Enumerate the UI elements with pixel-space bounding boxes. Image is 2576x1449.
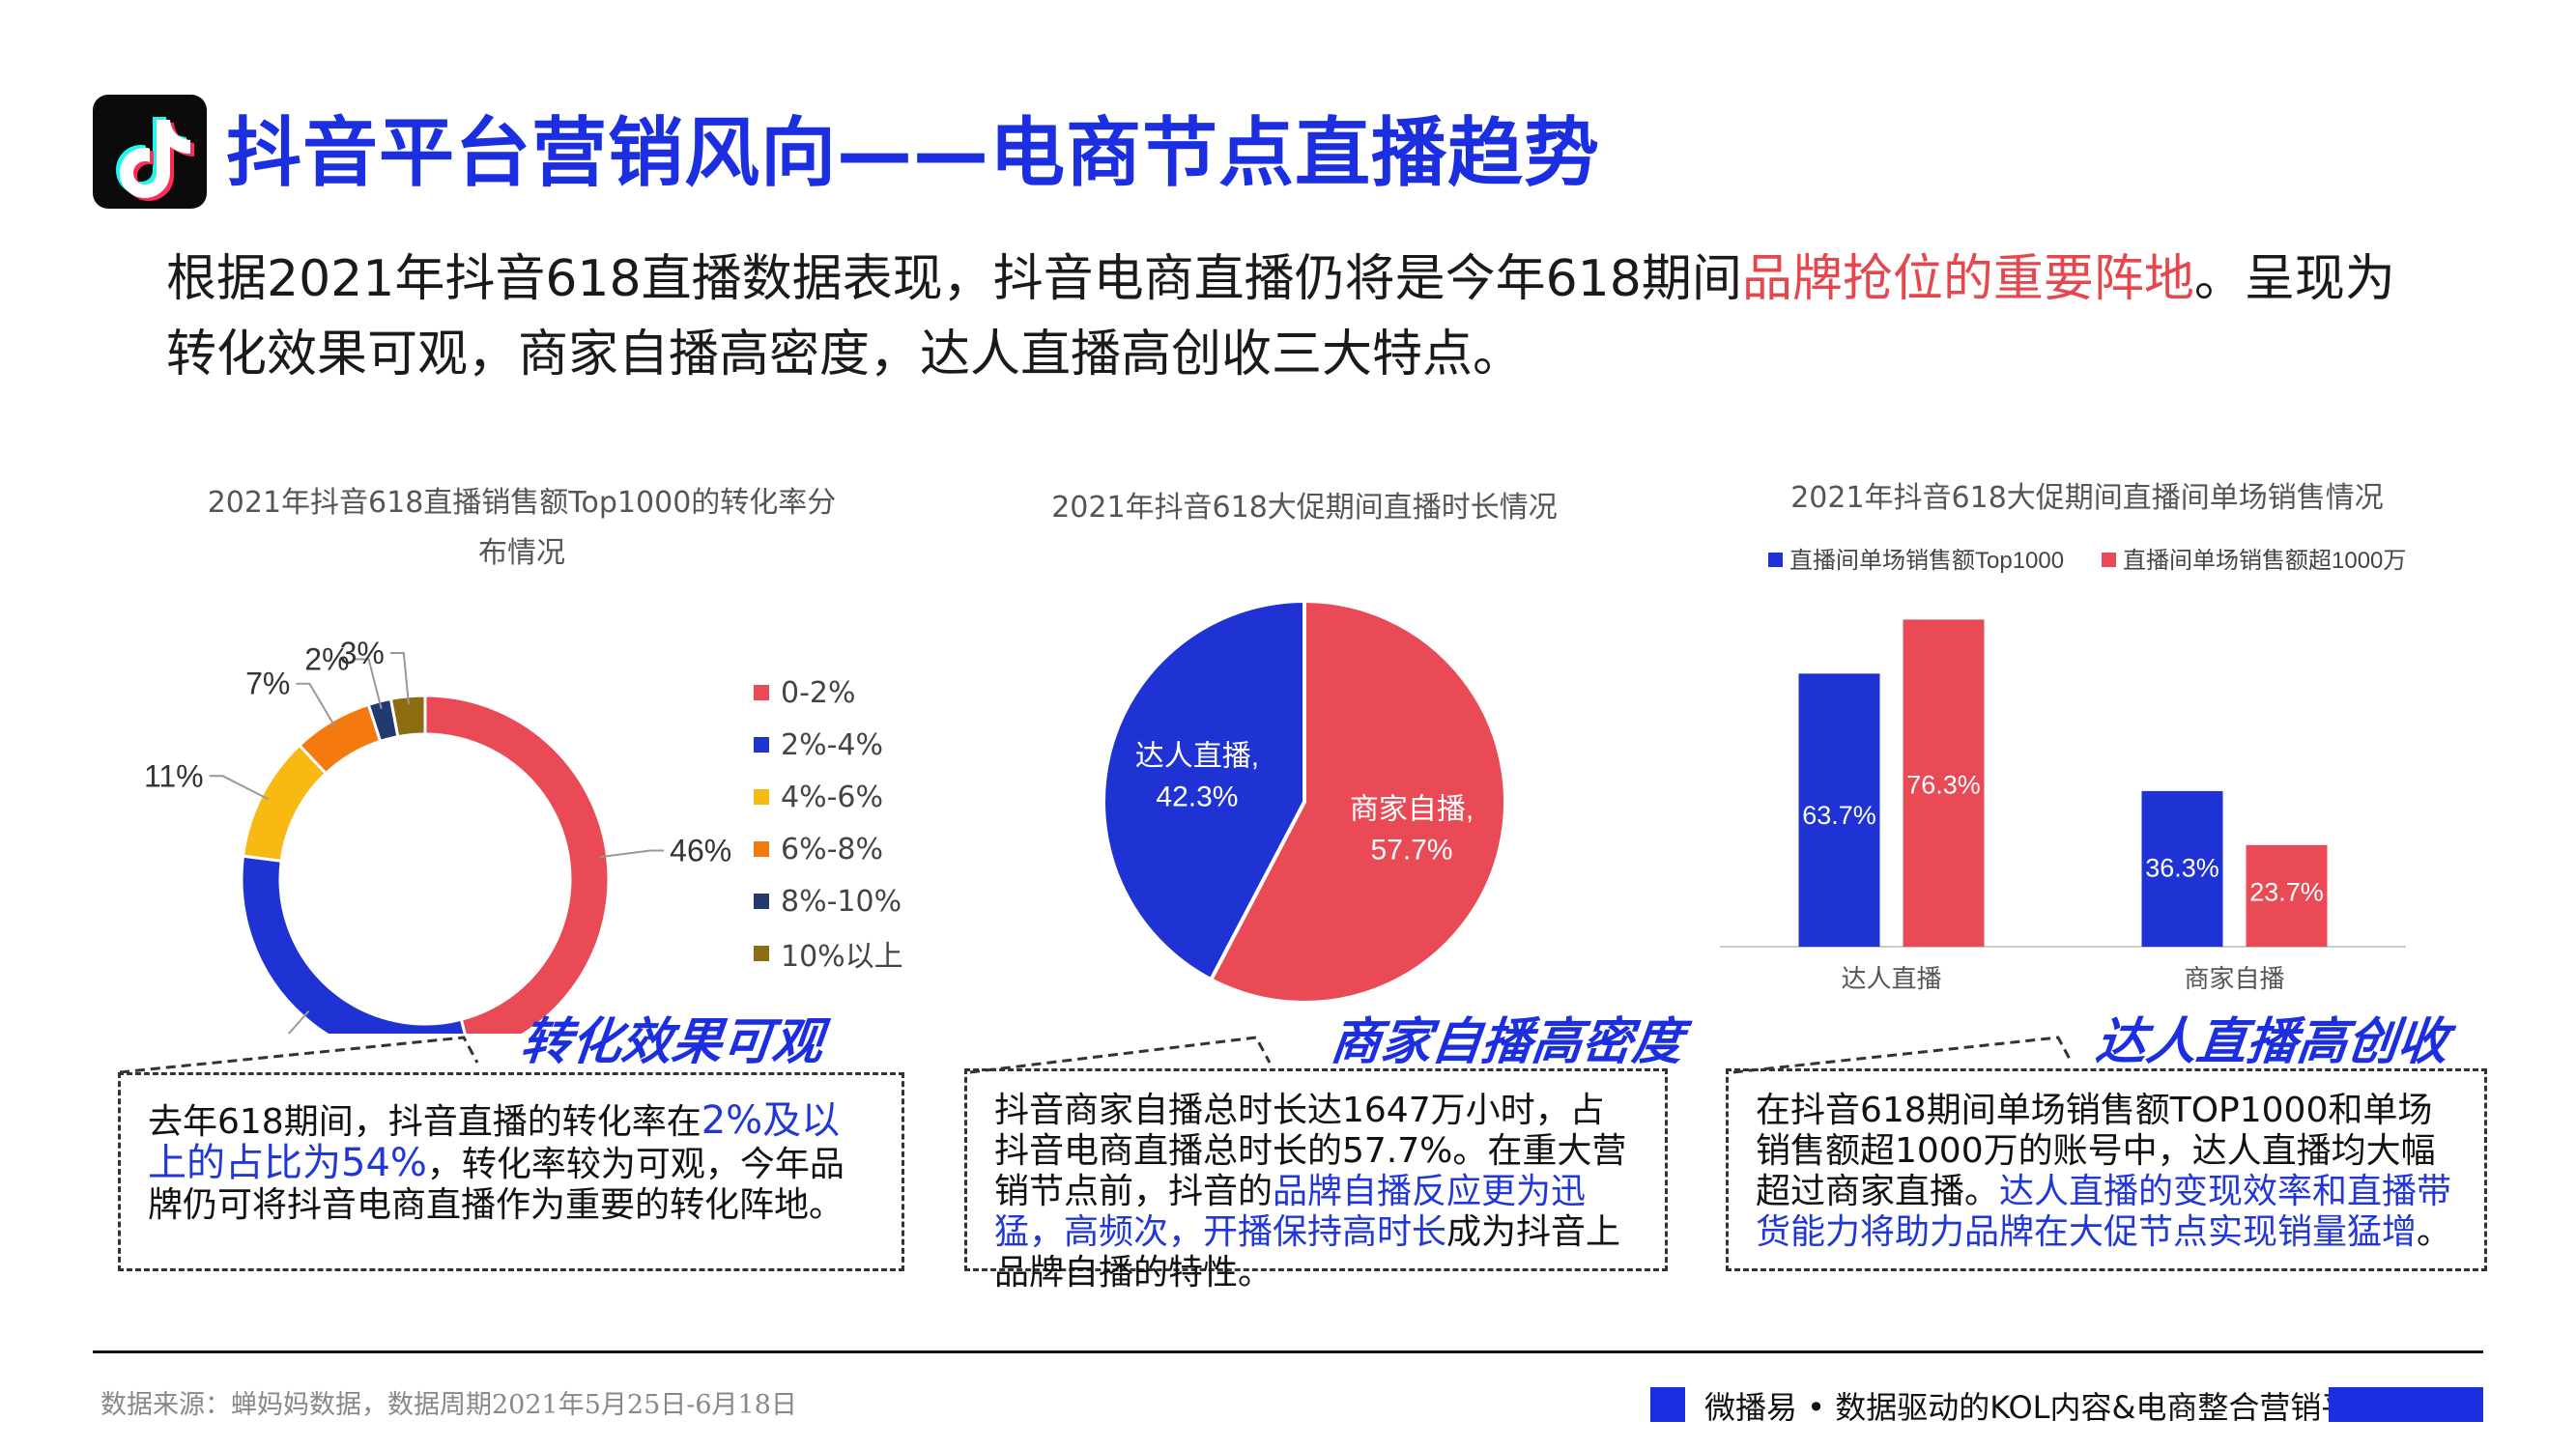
bar-直播间单场销售额Top1000-商家自播	[2141, 790, 2223, 947]
bar-data-label: 23.7%	[2249, 878, 2324, 907]
tiktok-icon	[116, 117, 194, 201]
legend-item: 0-2%	[754, 667, 966, 719]
donut-chart-title: 2021年抖音618直播销售额Top1000的转化率分布情况	[207, 486, 837, 570]
pie-slice-商家自播	[1208, 598, 1507, 1005]
legend-swatch	[754, 737, 769, 753]
donut-data-label: 7%	[245, 667, 290, 701]
info-box-influencer: 在抖音618期间单场销售额TOP1000和单场销售额超1000万的账号中，达人直…	[1726, 1068, 2487, 1271]
bar-legend-swatch	[2102, 553, 2116, 567]
pie-data-label: 57.7%	[1371, 834, 1453, 866]
donut-slice-10%以上	[388, 694, 427, 739]
box-text: 在抖音618期间单场销售额TOP1000和单场销售额超1000万的账号中，达人直…	[1756, 1091, 2436, 1211]
legend-label: 10%以上	[781, 940, 903, 974]
box-text: 抖音商家自播总时长达1647万小时，占抖音电商直播总时长的57.7%。在重大营销…	[994, 1091, 1627, 1211]
intro-highlight: 品牌抢位的重要阵地	[1741, 250, 2194, 308]
info-box-merchant: 抖音商家自播总时长达1647万小时，占抖音电商直播总时长的57.7%。在重大营销…	[964, 1068, 1668, 1293]
legend-swatch	[754, 946, 769, 961]
callout-pointer-2	[969, 1036, 1272, 1074]
bar-legend-label: 直播间单场销售额Top1000	[1789, 548, 2064, 574]
callout-pointer-3	[1732, 1036, 2074, 1074]
pie-data-label: 达人直播,	[1135, 741, 1259, 773]
box-text-end: 。	[2417, 1212, 2452, 1252]
donut-data-label: 3%	[340, 636, 385, 670]
donut-leader-line	[296, 682, 337, 728]
footer-divider	[93, 1350, 2483, 1353]
bar-data-label: 76.3%	[1906, 770, 1981, 799]
bar-直播间单场销售额超1000万-商家自播	[2246, 844, 2328, 947]
bar-直播间单场销售额Top1000-达人直播	[1798, 673, 1880, 947]
legend-label: 6%-8%	[781, 832, 884, 867]
box-highlight: 达人直播的变现效率和直播带货能力将助力品牌在大促节点实现销量猛增	[1756, 1172, 2452, 1252]
callout-pointer-1	[119, 1036, 479, 1074]
bar-category-label: 达人直播	[1841, 964, 1941, 993]
donut-data-label: 11%	[145, 758, 204, 793]
legend-label: 2%-4%	[781, 727, 884, 762]
box-highlight: 品牌自播反应更为迅猛，高频次，开播保持高时长	[994, 1172, 1587, 1252]
pie-data-label: 42.3%	[1156, 781, 1238, 813]
donut-slice-0-2%	[423, 694, 611, 1034]
info-box-conversion: 去年618期间，抖音直播的转化率在2%及以上的占比为54%，转化率较为可观，今年…	[118, 1072, 904, 1271]
pie-chart: 商家自播, 57.7% 达人直播, 42.3%	[1102, 598, 1507, 1005]
legend-item: 4%-6%	[754, 771, 966, 823]
callout-conversion: 转化效果可观	[518, 1013, 826, 1071]
legend-label: 0-2%	[781, 675, 856, 710]
callout-influencer-revenue: 达人直播高创收	[2093, 1013, 2451, 1071]
intro-text-end: 。呈现为转化效果可观，商家自播高密度，达人直播高创收三大特点。	[166, 250, 2395, 384]
donut-leader-line	[355, 658, 383, 709]
legend-label: 8%-10%	[781, 884, 902, 919]
donut-chart: 46% 31% 11% 7% 2%3%	[145, 636, 731, 1034]
data-source: 数据来源：蝉妈妈数据，数据周期2021年5月25日-6月18日	[100, 1390, 797, 1420]
tiktok-logo	[93, 95, 207, 209]
donut-leader-line	[209, 775, 270, 801]
bar-chart-title: 2021年抖音618大促期间直播间单场销售情况	[1790, 481, 2384, 515]
legend-label: 4%-6%	[781, 780, 884, 814]
legend-swatch	[754, 841, 769, 857]
legend-item: 2%-4%	[754, 719, 966, 771]
callout-merchant-live: 商家自播高密度	[1328, 1013, 1686, 1071]
donut-legend: 0-2% 2%-4% 4%-6% 6%-8% 8%-10% 10%以上	[754, 667, 966, 980]
bar-legend-label: 直播间单场销售额超1000万	[2123, 548, 2406, 574]
donut-leader-line	[389, 652, 410, 704]
pie-chart-title: 2021年抖音618大促期间直播时长情况	[1051, 491, 1558, 525]
bar-data-label: 36.3%	[2145, 854, 2219, 883]
bar-data-label: 63.7%	[1802, 801, 1876, 830]
brand-bar	[2329, 1387, 2483, 1422]
legend-item: 8%-10%	[754, 875, 966, 927]
box-text: 去年618期间，抖音直播的转化率在	[148, 1102, 701, 1142]
box-text-end: 成为抖音上品牌自播的特性。	[994, 1212, 1621, 1293]
donut-leader-line	[287, 1009, 310, 1034]
donut-data-label: 2%	[304, 641, 349, 676]
donut-data-label: 46%	[670, 834, 731, 868]
brand-square	[1650, 1387, 1685, 1422]
pie-slice-达人直播	[1102, 598, 1306, 982]
pie-data-label: 商家自播,	[1350, 793, 1474, 825]
donut-slice-4%-6%	[241, 743, 329, 863]
legend-item: 6%-8%	[754, 823, 966, 875]
page-title: 抖音平台营销风向——电商节点直播趋势	[226, 110, 1601, 197]
intro-text: 根据2021年抖音618直播数据表现，抖音电商直播仍将是今年618期间	[166, 250, 1742, 308]
legend-swatch	[754, 894, 769, 909]
legend-swatch	[754, 789, 769, 805]
donut-slice-2%-4%	[240, 854, 467, 1034]
bar-chart: 直播间单场销售额Top1000 直播间单场销售额超1000万 63.7% 76.3% 达…	[1720, 548, 2406, 993]
legend-item: 10%以上	[754, 927, 966, 980]
bar-legend-swatch	[1768, 553, 1783, 567]
bar-category-label: 商家自播	[2184, 964, 2284, 993]
box-text-end: ，转化率较为可观，今年品牌仍可将抖音电商直播作为重要的转化阵地。	[148, 1145, 844, 1225]
box-highlight: 2%及以上的占比为54%	[148, 1098, 841, 1185]
donut-leader-line	[599, 849, 665, 859]
donut-data-label: 31%	[194, 1032, 256, 1034]
legend-swatch	[754, 685, 769, 700]
intro-paragraph: 根据2021年抖音618直播数据表现，抖音电商直播仍将是今年618期间品牌抢位的…	[166, 242, 2427, 392]
brand-tagline: 微播易 • 数据驱动的KOL内容&电商整合营销平台	[1704, 1389, 2384, 1426]
bar-直播间单场销售额超1000万-达人直播	[1903, 619, 1985, 947]
